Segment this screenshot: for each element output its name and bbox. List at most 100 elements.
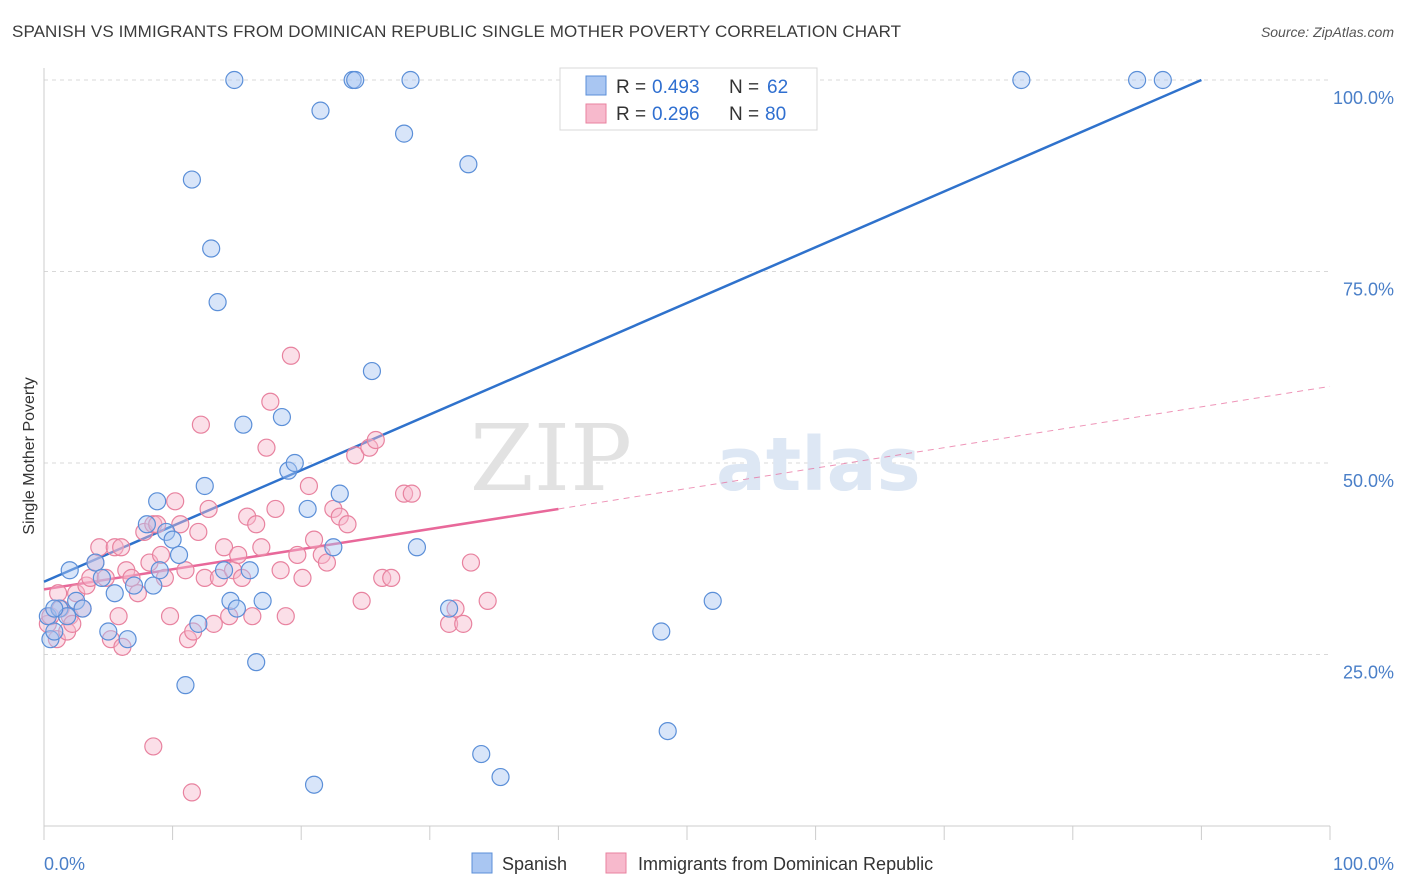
spanish-point-52 <box>491 767 510 787</box>
stats-r-value-spanish: 0.493 <box>652 77 700 98</box>
spanish-point-13 <box>124 576 144 595</box>
stats-n-value-dominican: 80 <box>765 104 786 125</box>
spanish-point-51 <box>472 744 491 764</box>
dominican-point-24 <box>151 545 171 565</box>
spanish-point-24 <box>195 476 214 496</box>
dominican-point-41 <box>232 568 252 588</box>
dominican-point-67 <box>394 484 414 503</box>
spanish-point-7 <box>73 599 92 618</box>
dominican-point-62 <box>352 591 371 610</box>
dominican-point-6 <box>67 584 86 603</box>
dominican-point-71 <box>439 614 459 633</box>
y-tick-label-75: 75.0% <box>1343 280 1394 300</box>
dominican-point-55 <box>304 530 324 549</box>
dominican-point-74 <box>461 553 481 572</box>
dominican-point-64 <box>366 430 385 450</box>
y-tick-label-50: 50.0% <box>1343 471 1394 491</box>
y-tick-label-25: 25.0% <box>1343 663 1394 683</box>
spanish-point-12 <box>118 630 137 649</box>
spanish-point-15 <box>144 576 163 595</box>
spanish-point-57 <box>703 591 722 610</box>
dominican-point-35 <box>204 614 223 633</box>
dominican-point-46 <box>257 438 276 457</box>
dominican-point-47 <box>261 392 280 411</box>
stats-n-label-spanish: N = <box>729 77 759 98</box>
spanish-point-44 <box>362 361 382 381</box>
y-tick-labels: 25.0% 50.0% 75.0% 100.0% <box>1333 88 1394 683</box>
dominican-point-68 <box>402 484 421 503</box>
spanish-point-26 <box>208 293 227 312</box>
spanish-point-3 <box>50 599 69 618</box>
dominican-point-29 <box>176 561 195 580</box>
spanish-point-2 <box>45 622 64 641</box>
dominican-point-43 <box>243 607 262 626</box>
dominican-point-78 <box>112 538 131 557</box>
spanish-point-60 <box>1153 70 1172 90</box>
spanish-point-10 <box>99 622 118 641</box>
spanish-point-32 <box>247 653 266 672</box>
dominican-point-48 <box>266 499 285 519</box>
dominican-point-54 <box>299 476 319 496</box>
y-axis-title: Single Mother Poverty <box>21 377 38 534</box>
dominican-point-37 <box>214 538 234 557</box>
spanish-point-41 <box>330 484 349 503</box>
dominican-point-79 <box>191 415 210 434</box>
legend-swatch-spanish <box>471 852 493 874</box>
dominican-point-33 <box>195 568 214 588</box>
spanish-point-36 <box>285 453 304 473</box>
spanish-point-39 <box>311 101 330 120</box>
series-legend: Spanish Immigrants from Dominican Republ… <box>471 852 933 874</box>
spanish-point-49 <box>439 599 459 618</box>
spanish-point-58 <box>1012 70 1031 90</box>
spanish-point-55 <box>652 622 671 641</box>
dominican-point-76 <box>49 584 68 603</box>
stats-r-label-dominican: R = <box>616 104 646 125</box>
dominican-point-14 <box>105 538 124 557</box>
stats-legend: R = 0.493 N = 62 R = 0.296 N = 80 <box>559 67 818 131</box>
spanish-point-40 <box>324 538 343 557</box>
trend-line-spanish <box>43 78 1202 583</box>
dominican-point-57 <box>317 553 337 572</box>
spanish-point-29 <box>227 599 246 618</box>
spanish-point-59 <box>1127 70 1147 90</box>
spanish-point-9 <box>92 568 111 588</box>
dominican-point-75 <box>478 591 497 610</box>
trend-line-dominican-extended <box>558 385 1331 510</box>
spanish-point-16 <box>148 492 167 511</box>
legend-label-dominican: Immigrants from Dominican Republic <box>638 854 933 874</box>
dominican-point-70 <box>182 783 201 802</box>
spanish-point-50 <box>459 155 478 174</box>
spanish-point-21 <box>176 676 195 695</box>
dominican-point-73 <box>454 614 473 633</box>
dominican-point-38 <box>220 607 239 626</box>
chart-title: SPANISH VS IMMIGRANTS FROM DOMINICAN REP… <box>12 22 902 41</box>
dominican-point-53 <box>293 568 312 588</box>
watermark-zip: ZIP <box>470 405 632 512</box>
x-ticks <box>43 826 1331 840</box>
dominican-point-15 <box>109 607 128 626</box>
x-tick-label-100: 100.0% <box>1333 854 1394 874</box>
watermark-atlas: atlas <box>716 422 921 508</box>
x-tick-label-0: 0.0% <box>44 854 85 874</box>
spanish-points <box>38 70 1172 794</box>
dominican-point-44 <box>247 515 266 534</box>
spanish-point-19 <box>163 530 182 549</box>
spanish-point-25 <box>202 239 221 258</box>
spanish-point-20 <box>169 545 189 565</box>
stats-r-value-dominican: 0.296 <box>652 104 700 125</box>
spanish-point-34 <box>272 407 292 427</box>
spanish-point-23 <box>189 614 208 633</box>
spanish-point-22 <box>182 170 201 189</box>
dominican-point-61 <box>346 446 365 465</box>
spanish-point-27 <box>214 561 234 580</box>
spanish-point-30 <box>234 415 253 434</box>
spanish-point-56 <box>658 721 677 741</box>
stats-n-value-spanish: 62 <box>767 77 788 98</box>
source-credit: Source: ZipAtlas.com <box>1260 24 1394 40</box>
dominican-point-50 <box>276 607 295 626</box>
spanish-point-17 <box>150 561 169 580</box>
spanish-point-11 <box>105 584 124 603</box>
spanish-point-37 <box>298 499 317 519</box>
dominican-point-32 <box>189 522 208 542</box>
